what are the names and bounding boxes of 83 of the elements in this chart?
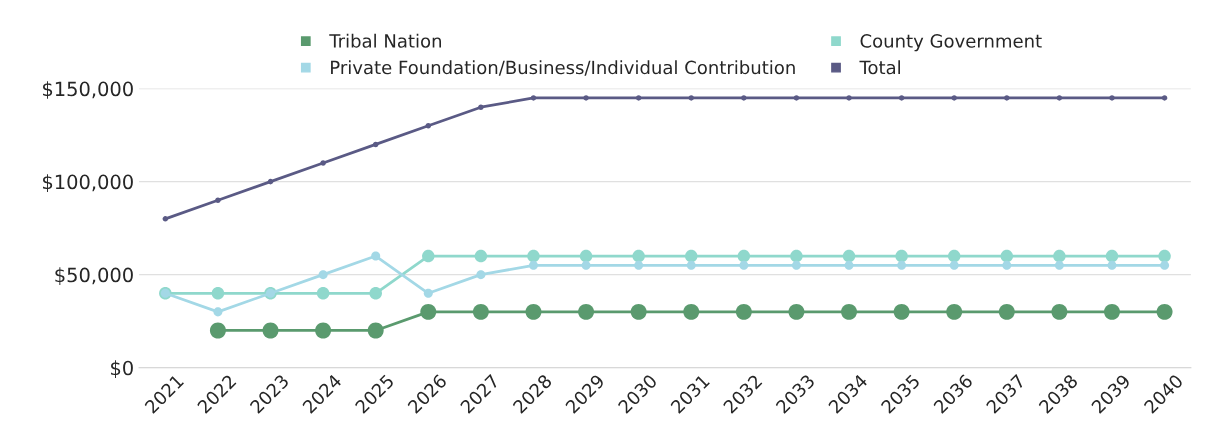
point [790,249,803,263]
point [267,178,274,185]
point [367,322,384,339]
point [1004,95,1010,101]
point [472,303,489,320]
point [581,260,591,270]
point [791,260,801,270]
point [1105,249,1119,263]
point [793,95,800,101]
point [215,197,221,204]
y-tick-label: $100,000 [43,174,133,192]
point [998,303,1015,320]
point [846,95,852,101]
point [1000,249,1014,263]
point [688,95,695,101]
point [895,249,908,263]
legend-label: Tribal Nation [329,33,441,48]
point [372,141,379,148]
point [420,303,437,320]
point [844,260,854,270]
legend-label: County Government [860,34,1042,52]
point [1056,95,1063,101]
point [530,95,537,101]
point [425,123,432,129]
point [525,303,542,320]
point [949,260,959,270]
point [1051,303,1068,320]
point [583,95,589,101]
point [578,303,595,320]
point [634,260,644,270]
point [737,249,751,263]
point [630,303,647,320]
point [315,322,332,339]
y-tick-label: $150,000 [43,81,133,99]
point [1156,303,1173,320]
point [422,249,435,263]
point [735,303,752,320]
point [739,260,749,270]
point [841,303,858,320]
point [1160,260,1170,270]
point [1158,249,1171,263]
point [371,251,381,261]
point [951,95,957,101]
point [893,303,910,320]
point [474,249,488,263]
legend-label: Private Foundation/Business/Individual Contribution [331,60,795,76]
point [476,270,486,280]
point [316,287,330,300]
point [478,104,484,110]
point [213,307,223,317]
point [947,249,961,263]
point [209,322,226,339]
point [632,249,645,263]
point [1053,249,1066,263]
point [318,270,328,280]
point [211,287,225,300]
y-tick-label: $0 [111,360,133,378]
y-tick-label: $50,000 [55,267,133,285]
point [579,249,593,263]
point [685,249,698,263]
point [686,260,696,270]
point [1107,260,1117,270]
point [897,260,907,270]
point [162,216,169,222]
point [1161,95,1168,101]
point [1002,260,1012,270]
point [683,303,700,320]
legend-label: Total [859,60,900,75]
point [423,288,433,298]
point [262,322,279,339]
point [369,287,382,300]
point [528,260,538,270]
point [1109,95,1115,101]
point [635,95,642,101]
point [1054,260,1064,270]
point [1103,303,1120,320]
point [842,249,856,263]
point [898,95,905,101]
point [946,303,963,320]
point [320,160,326,166]
point [788,303,805,320]
point [527,249,540,263]
point [741,95,747,101]
